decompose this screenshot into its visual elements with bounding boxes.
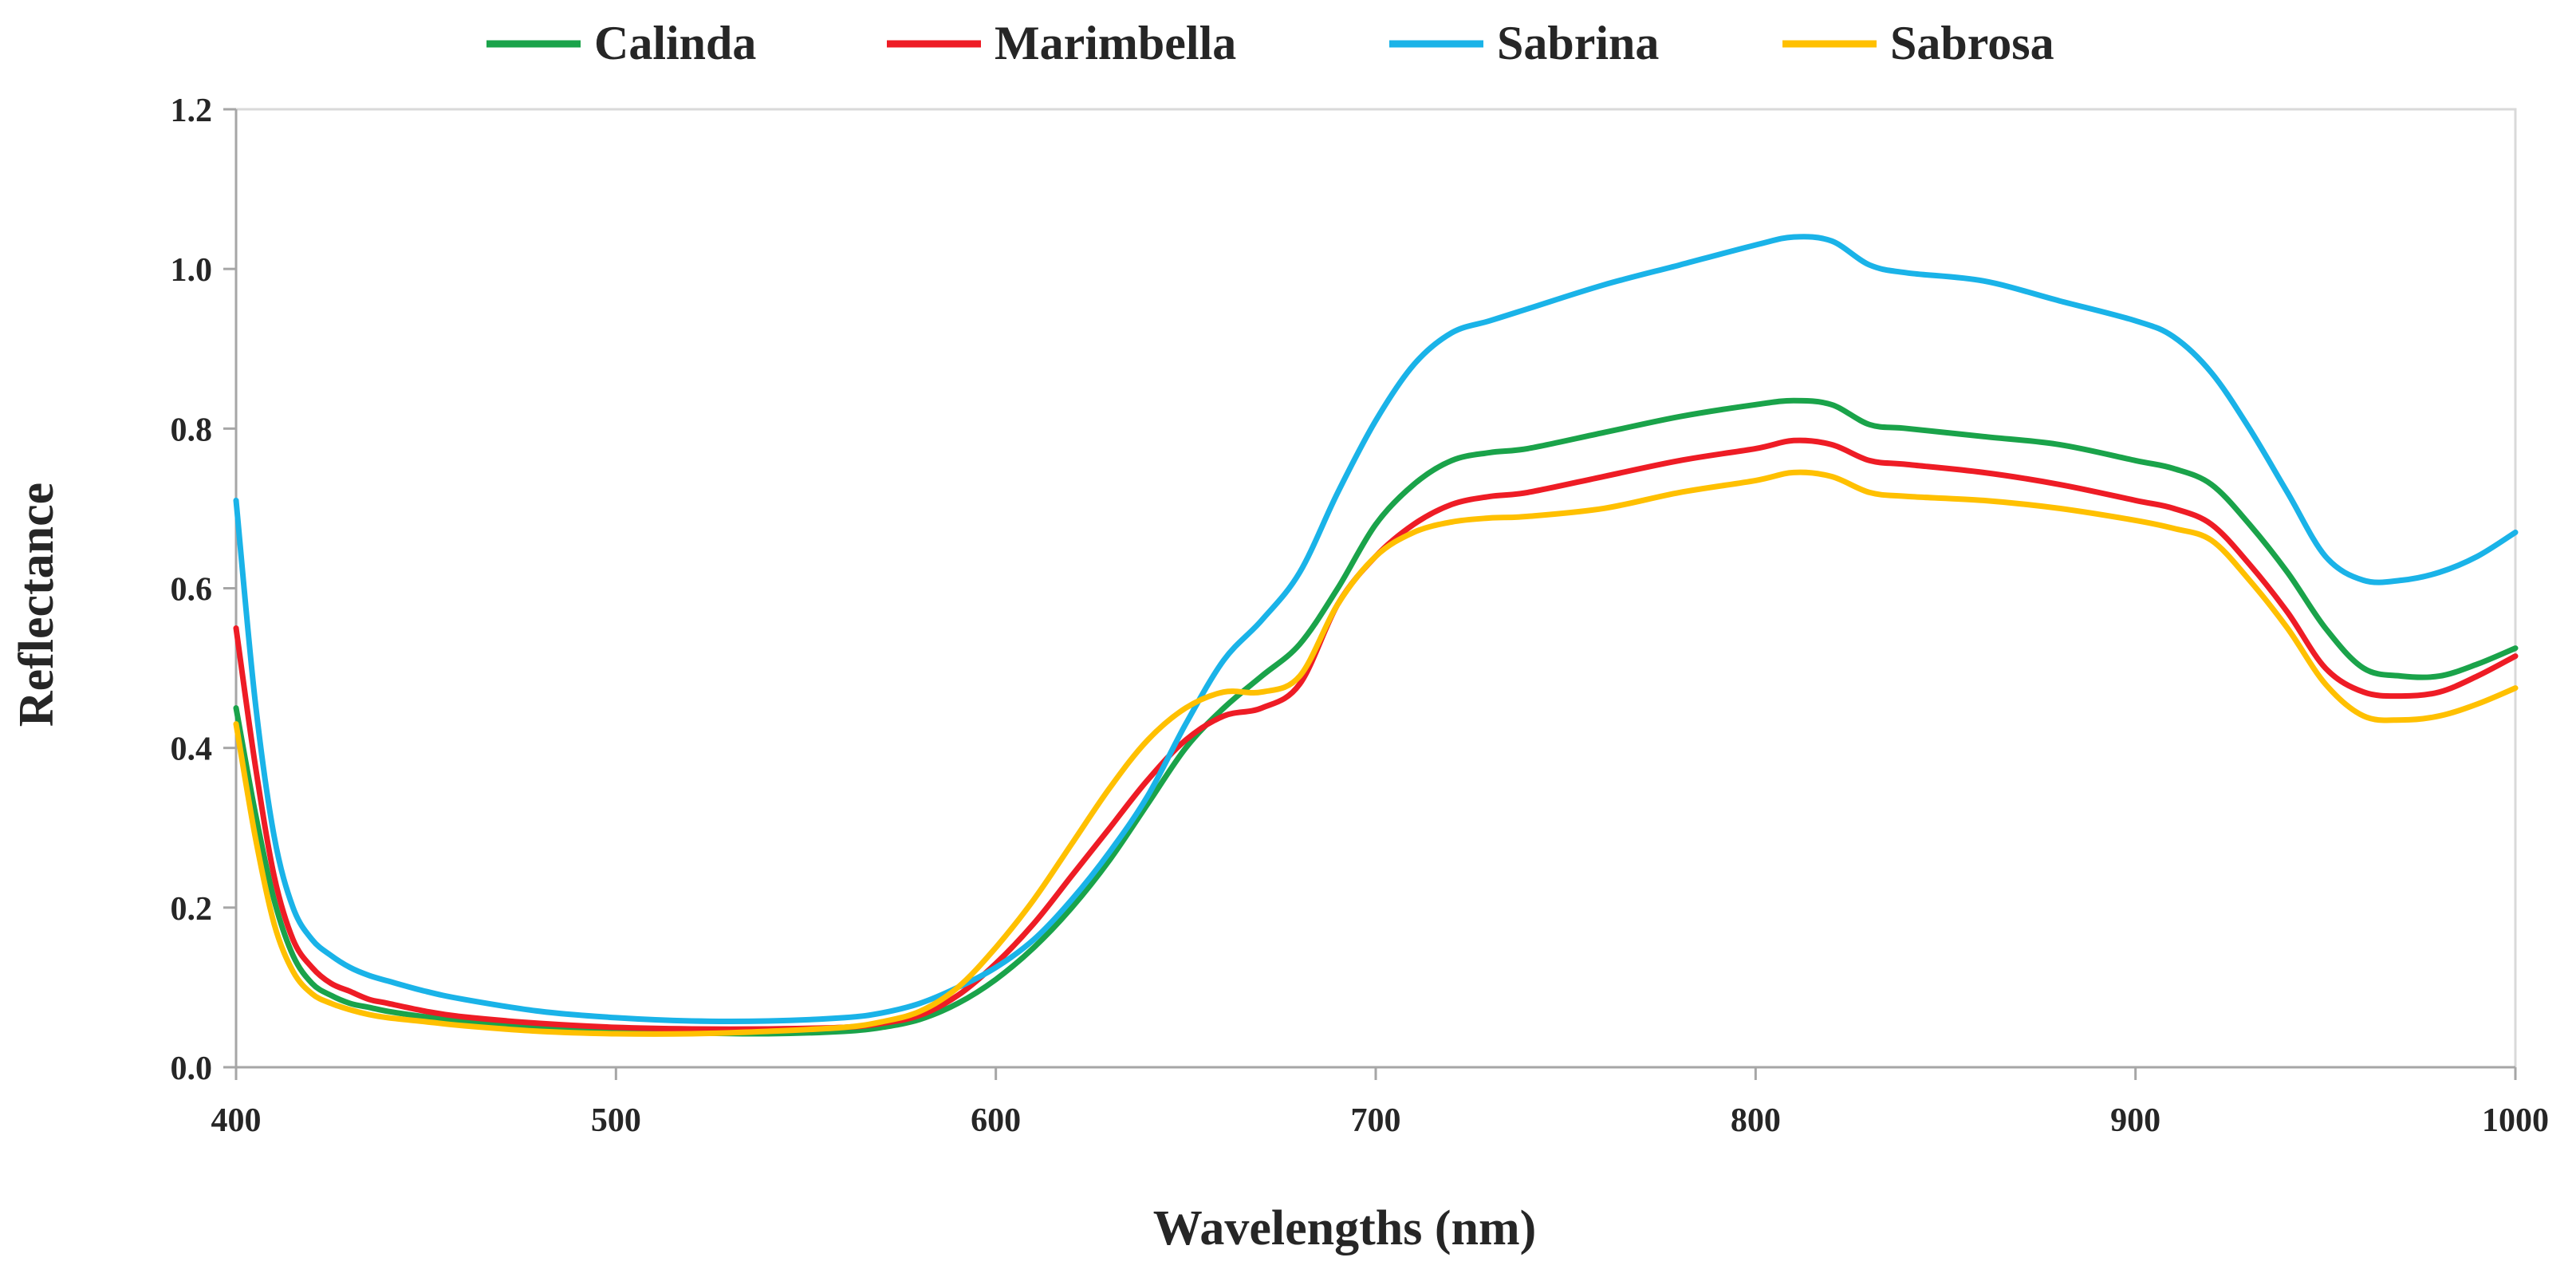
plot-frame <box>234 108 2517 1069</box>
series-line-sabrina <box>233 234 2519 1024</box>
y-tick-label: 0.4 <box>171 731 213 768</box>
legend: Calinda Marimbella Sabrina Sabrosa <box>486 17 2054 69</box>
legend-label-calinda: Calinda <box>594 17 756 69</box>
x-tick-label: 400 <box>211 1102 262 1139</box>
x-tick-label: 700 <box>1351 1102 1401 1139</box>
series-layer <box>233 234 2519 1037</box>
x-tick-label: 800 <box>1731 1102 1781 1139</box>
x-tick-label: 500 <box>591 1102 641 1139</box>
y-tick-label: 0.2 <box>171 891 213 928</box>
x-axis: 400 500 600 700 800 900 1000 <box>211 1066 2549 1139</box>
y-tick-label: 0.6 <box>171 572 213 609</box>
y-tick-label: 1.0 <box>171 252 213 289</box>
y-axis: 0.0 0.2 0.4 0.6 0.8 1.0 1.2 <box>171 93 238 1087</box>
series-line-marimbella <box>233 437 2519 1032</box>
x-tick-label: 600 <box>971 1102 1021 1139</box>
series-line-calinda <box>233 397 2519 1037</box>
legend-label-sabrina: Sabrina <box>1497 17 1659 69</box>
y-tick-label: 0.0 <box>171 1050 213 1087</box>
y-tick-label: 1.2 <box>171 93 213 129</box>
x-tick-label: 900 <box>2110 1102 2160 1139</box>
x-axis-title: Wavelengths (nm) <box>1153 1201 1537 1255</box>
legend-label-marimbella: Marimbella <box>995 17 1236 69</box>
series-line-sabrosa <box>233 469 2519 1037</box>
x-tick-label: 1000 <box>2482 1102 2549 1139</box>
y-axis-title: Reflectance <box>10 483 64 727</box>
legend-label-sabrosa: Sabrosa <box>1890 17 2054 69</box>
y-tick-label: 0.8 <box>171 412 213 448</box>
plot-area-border <box>234 108 2517 1069</box>
